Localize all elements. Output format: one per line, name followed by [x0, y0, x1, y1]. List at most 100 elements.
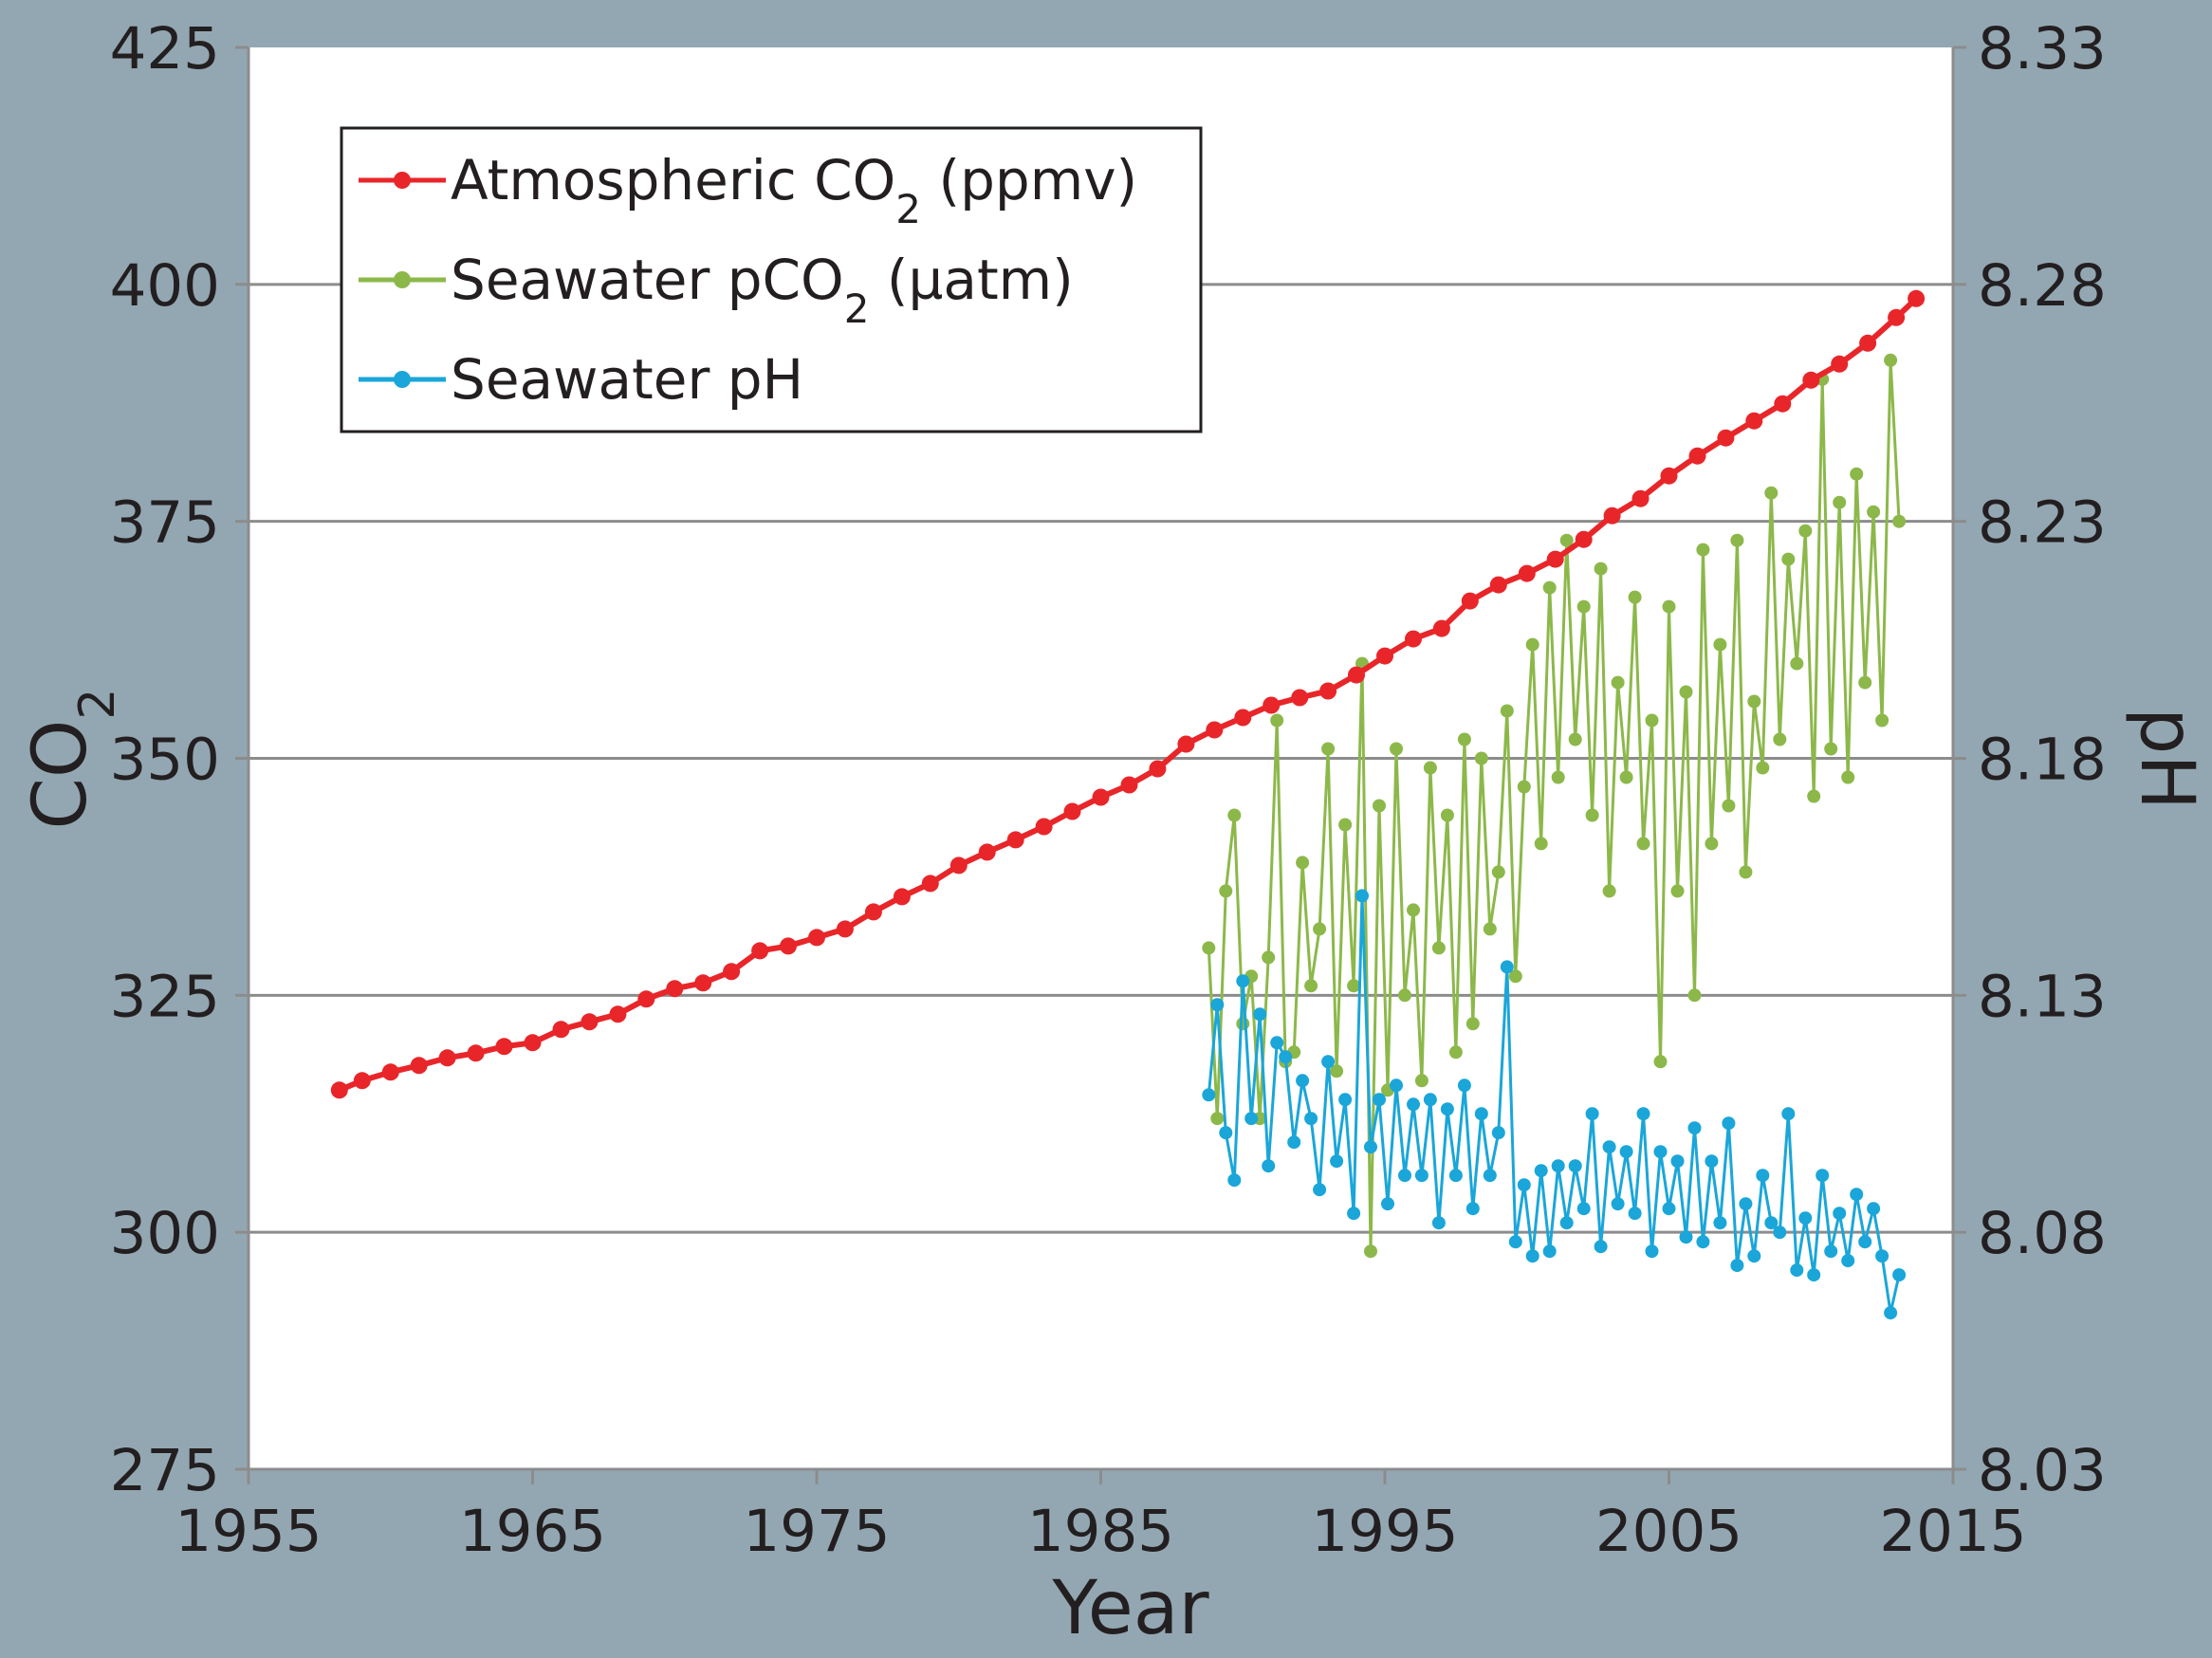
data-point: [949, 857, 968, 875]
data-point: [1688, 447, 1706, 465]
data-point: [1824, 1244, 1838, 1259]
data-point: [1798, 1211, 1813, 1225]
data-point: [1227, 1173, 1242, 1188]
data-point: [1448, 1045, 1463, 1059]
data-point: [1006, 831, 1024, 849]
data-point: [1717, 429, 1735, 447]
legend: Atmospheric CO2 (ppmv) Seawater pCO2 (µat…: [340, 126, 1203, 433]
legend-label: Seawater pH: [451, 347, 803, 412]
left-y-tick-label: 400: [110, 252, 220, 320]
data-point: [1035, 818, 1053, 836]
data-point: [1636, 1107, 1650, 1121]
data-point: [1063, 802, 1081, 820]
data-point: [1330, 1064, 1344, 1078]
data-point: [1908, 289, 1926, 307]
data-point: [524, 1034, 542, 1052]
data-point: [1841, 1254, 1855, 1268]
data-point: [1347, 1207, 1361, 1221]
data-point: [1304, 979, 1318, 993]
right-y-axis-title: pH: [2124, 708, 2209, 810]
left-y-tick-label: 375: [110, 489, 220, 557]
data-point: [1773, 1225, 1787, 1240]
x-axis-ticks: 1955 1965 1975 1985 1995 2005 2015: [175, 1469, 2027, 1565]
data-point: [1202, 941, 1216, 955]
data-point: [1696, 1235, 1710, 1249]
data-point: [1850, 467, 1864, 481]
data-point: [1781, 552, 1796, 566]
data-point: [1807, 1268, 1821, 1282]
data-point: [1525, 637, 1539, 652]
right-y-tick-label: 8.33: [1978, 15, 2107, 83]
data-point: [1585, 808, 1599, 822]
right-y-tick-label: 8.08: [1978, 1200, 2107, 1267]
legend-swatch-marker: [394, 271, 411, 288]
data-point: [1628, 1207, 1642, 1221]
data-point: [1291, 689, 1309, 707]
data-point: [1756, 761, 1770, 775]
data-point: [1461, 592, 1479, 610]
data-point: [1575, 530, 1593, 548]
left-y-axis-ticks: 275 300 325 350 375 400 425: [110, 15, 249, 1504]
data-point: [1602, 1140, 1616, 1154]
data-point: [1594, 562, 1608, 576]
data-point: [1653, 1055, 1668, 1069]
data-point: [609, 1005, 627, 1023]
data-point: [1500, 960, 1514, 974]
data-point: [1585, 1107, 1599, 1121]
data-point: [1500, 704, 1514, 718]
data-point: [1431, 941, 1446, 955]
data-point: [1465, 1017, 1480, 1031]
data-point: [637, 990, 655, 1008]
data-point: [1432, 619, 1450, 637]
data-point: [1483, 922, 1497, 936]
data-point: [1263, 696, 1281, 714]
data-point: [1568, 1159, 1582, 1173]
data-point: [1619, 770, 1633, 784]
data-point: [1662, 599, 1676, 614]
data-point: [1551, 770, 1565, 784]
data-point: [1120, 776, 1138, 794]
data-point: [1534, 837, 1548, 851]
data-point: [1764, 486, 1779, 500]
data-point: [1270, 713, 1284, 728]
data-point: [1364, 1244, 1377, 1259]
data-point: [1594, 1240, 1608, 1254]
data-point: [1338, 818, 1353, 832]
data-point: [1423, 761, 1437, 775]
data-point: [666, 980, 684, 998]
data-point: [1262, 950, 1276, 965]
data-point: [1884, 1306, 1898, 1320]
series-layer: [330, 289, 1926, 1320]
data-point: [1884, 353, 1898, 367]
data-point: [1518, 564, 1536, 582]
data-point: [1679, 685, 1693, 699]
data-point: [1313, 1183, 1327, 1197]
data-point: [1636, 837, 1650, 851]
data-point: [1508, 1235, 1522, 1249]
data-point: [1364, 1140, 1377, 1154]
data-point: [1670, 1154, 1685, 1169]
data-point: [1875, 1249, 1889, 1263]
data-point: [1764, 1216, 1779, 1230]
data-point: [808, 929, 825, 947]
data-point: [1546, 550, 1564, 568]
data-point: [1603, 507, 1621, 525]
data-point: [1892, 514, 1907, 528]
data-point: [1491, 1126, 1505, 1140]
data-point: [1816, 1169, 1830, 1183]
data-point: [1858, 675, 1872, 690]
data-point: [1390, 742, 1403, 756]
data-point: [1489, 576, 1507, 594]
x-tick-label: 1975: [743, 1498, 890, 1565]
data-point: [1219, 884, 1233, 898]
data-point: [1687, 1121, 1702, 1135]
data-point: [1414, 1169, 1429, 1183]
data-point: [1542, 1244, 1557, 1259]
data-point: [330, 1081, 348, 1099]
data-point: [1858, 1235, 1872, 1249]
data-point: [1423, 1093, 1437, 1107]
data-point: [921, 875, 939, 893]
data-point: [1833, 495, 1847, 509]
data-point: [1321, 742, 1336, 756]
left-y-tick-label: 425: [110, 15, 220, 83]
